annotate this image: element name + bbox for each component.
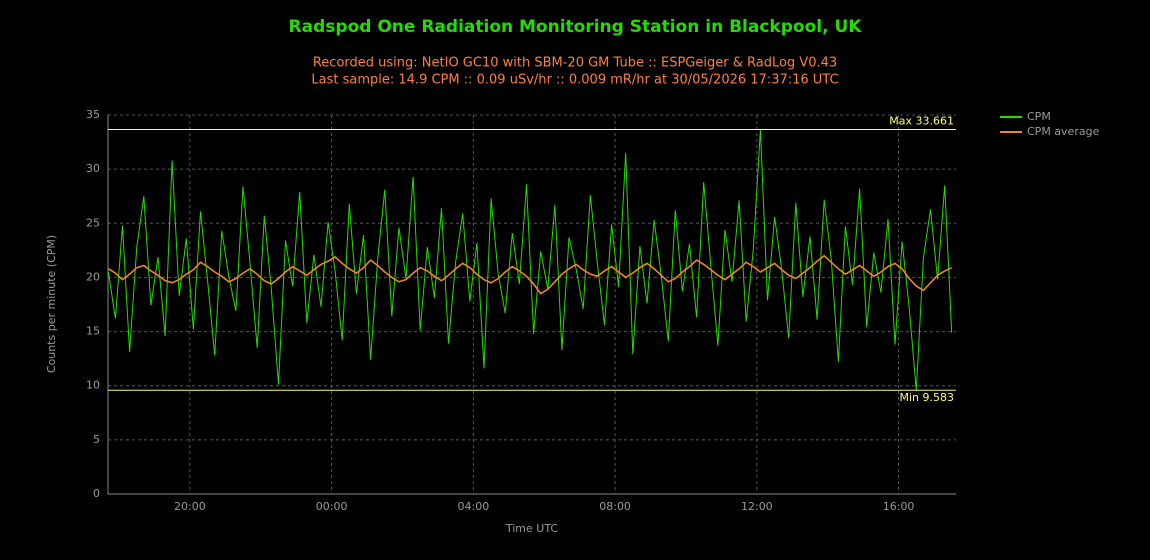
x-tick-label: 08:00 bbox=[599, 500, 631, 513]
legend-label: CPM bbox=[1027, 110, 1051, 123]
legend-label: CPM average bbox=[1027, 125, 1100, 138]
x-axis-label: Time UTC bbox=[505, 522, 559, 535]
y-axis-label: Counts per minute (CPM) bbox=[45, 235, 58, 373]
y-tick-label: 15 bbox=[86, 325, 100, 338]
y-tick-label: 20 bbox=[86, 270, 100, 283]
x-tick-label: 00:00 bbox=[316, 500, 348, 513]
series-line bbox=[107, 254, 953, 295]
y-tick-label: 25 bbox=[86, 216, 100, 229]
y-tick-label: 0 bbox=[93, 487, 100, 500]
series-line bbox=[107, 129, 953, 391]
y-tick-label: 35 bbox=[86, 108, 100, 121]
y-tick-label: 10 bbox=[86, 379, 100, 392]
x-tick-label: 20:00 bbox=[174, 500, 206, 513]
reference-label: Max 33.661 bbox=[889, 114, 954, 127]
y-tick-label: 30 bbox=[86, 162, 100, 175]
y-tick-label: 5 bbox=[93, 433, 100, 446]
chart-title: Radspod One Radiation Monitoring Station… bbox=[289, 17, 863, 37]
x-tick-label: 16:00 bbox=[883, 500, 915, 513]
x-tick-label: 12:00 bbox=[741, 500, 773, 513]
x-tick-label: 04:00 bbox=[458, 500, 490, 513]
subtitle: Last sample: 14.9 CPM :: 0.09 uSv/hr :: … bbox=[311, 73, 838, 88]
subtitle: Recorded using: NetIO GC10 with SBM-20 G… bbox=[313, 56, 837, 71]
reference-label: Min 9.583 bbox=[899, 391, 954, 404]
